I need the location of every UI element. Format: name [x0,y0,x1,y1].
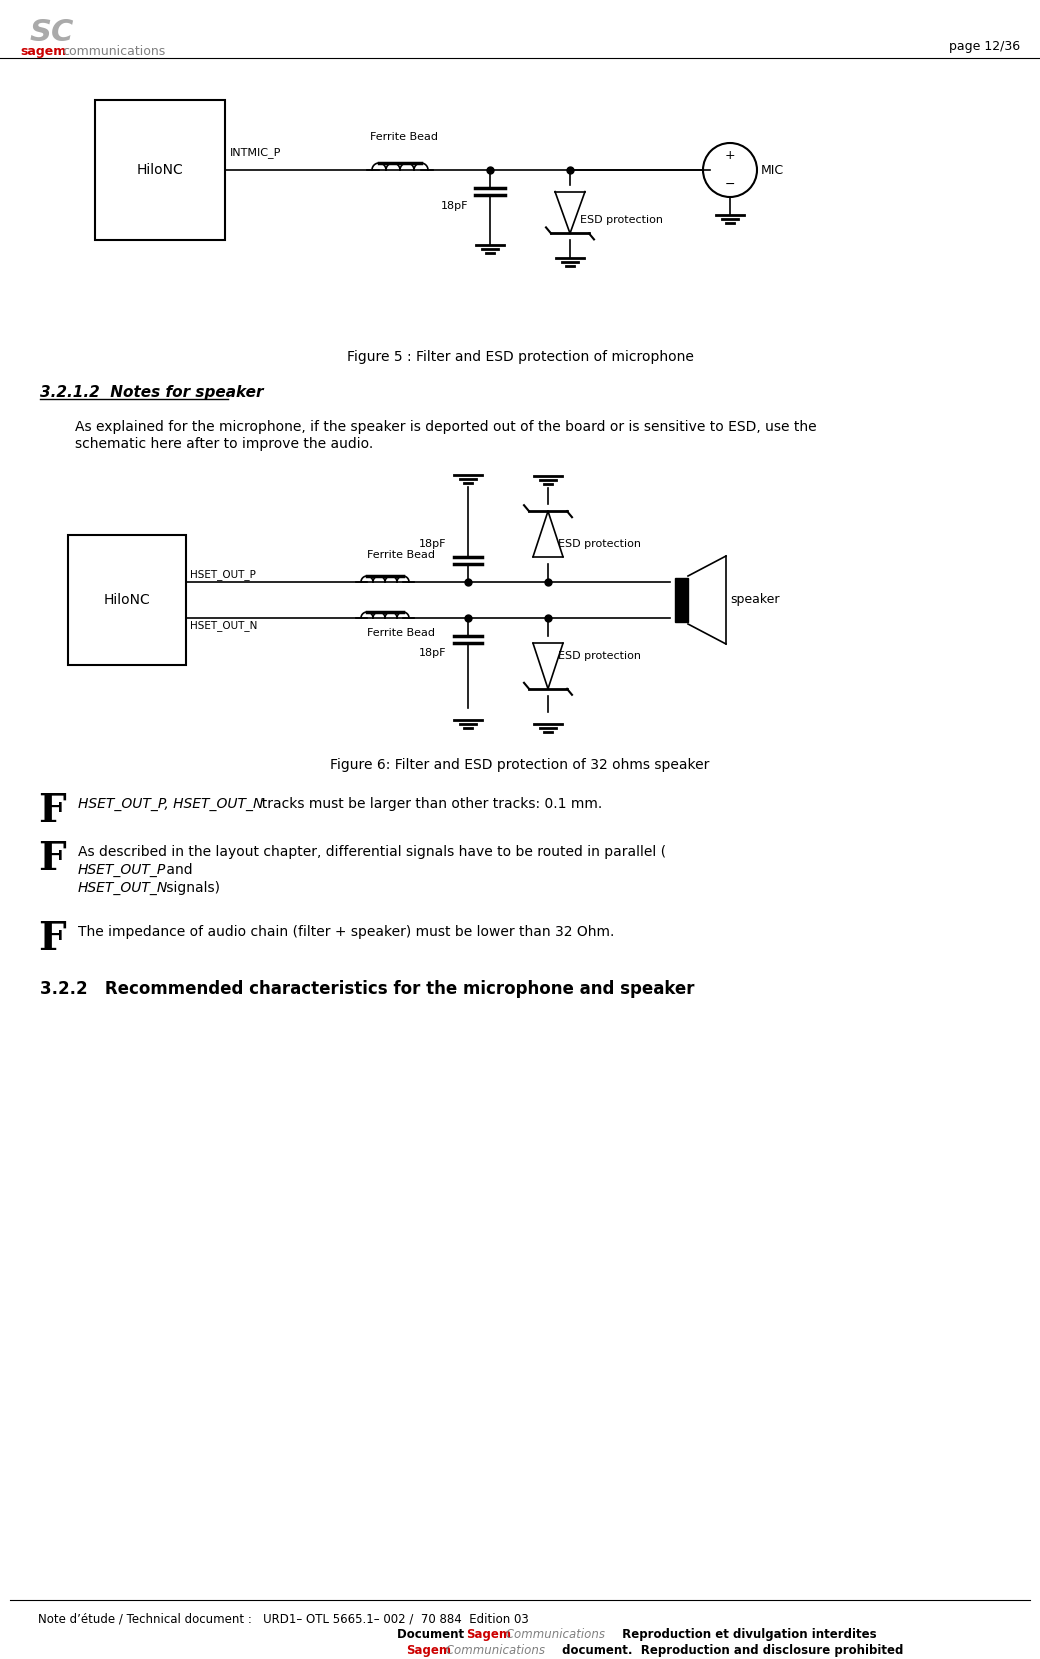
Text: tracks must be larger than other tracks: 0.1 mm.: tracks must be larger than other tracks:… [253,796,602,811]
Text: page 12/36: page 12/36 [948,40,1020,53]
Text: HSET_OUT_P: HSET_OUT_P [78,863,166,878]
Text: ESD protection: ESD protection [558,650,641,660]
Text: HiloNC: HiloNC [104,592,151,607]
Text: 3.2.1.2  Notes for speaker: 3.2.1.2 Notes for speaker [40,385,263,400]
Text: Communications: Communications [502,1627,605,1641]
Text: Document: Document [397,1627,468,1641]
Text: −: − [725,178,735,191]
FancyBboxPatch shape [68,534,186,665]
Text: The impedance of audio chain (filter + speaker) must be lower than 32 Ohm.: The impedance of audio chain (filter + s… [78,926,615,939]
Text: schematic here after to improve the audio.: schematic here after to improve the audi… [75,436,373,451]
Text: As explained for the microphone, if the speaker is deported out of the board or : As explained for the microphone, if the … [75,420,816,435]
Text: signals): signals) [162,881,220,894]
Text: HiloNC: HiloNC [136,163,183,178]
Text: F: F [38,839,66,878]
Text: F: F [38,791,66,830]
Text: Communications: Communications [442,1644,545,1657]
Text: SC: SC [30,18,74,46]
Text: Figure 5 : Filter and ESD protection of microphone: Figure 5 : Filter and ESD protection of … [346,350,694,363]
Text: Ferrite Bead: Ferrite Bead [367,629,435,639]
Text: INTMIC_P: INTMIC_P [230,148,282,158]
Text: Sagem: Sagem [466,1627,511,1641]
Text: HSET_OUT_P, HSET_OUT_N: HSET_OUT_P, HSET_OUT_N [78,796,263,811]
FancyBboxPatch shape [95,100,225,241]
Text: Ferrite Bead: Ferrite Bead [367,551,435,561]
Text: ESD protection: ESD protection [580,216,664,226]
FancyBboxPatch shape [675,577,688,622]
Text: Reproduction et divulgation interdites: Reproduction et divulgation interdites [618,1627,877,1641]
Text: 18pF: 18pF [418,539,446,549]
Text: As described in the layout chapter, differential signals have to be routed in pa: As described in the layout chapter, diff… [78,844,667,859]
Text: 18pF: 18pF [418,649,446,659]
Text: and: and [162,863,192,878]
Text: Ferrite Bead: Ferrite Bead [370,133,438,143]
Text: HSET_OUT_N: HSET_OUT_N [190,620,257,630]
Text: HSET_OUT_P: HSET_OUT_P [190,569,256,581]
Text: Figure 6: Filter and ESD protection of 32 ohms speaker: Figure 6: Filter and ESD protection of 3… [331,758,709,771]
Text: F: F [38,921,66,957]
Text: document.  Reproduction and disclosure prohibited: document. Reproduction and disclosure pr… [558,1644,904,1657]
Text: 3.2.2   Recommended characteristics for the microphone and speaker: 3.2.2 Recommended characteristics for th… [40,980,695,999]
Text: +: + [725,149,735,163]
Text: communications: communications [62,45,165,58]
Text: sagem: sagem [20,45,67,58]
Text: 18pF: 18pF [441,201,468,211]
Text: Sagem: Sagem [406,1644,451,1657]
Text: ESD protection: ESD protection [558,539,641,549]
Text: Note d’étude / Technical document :   URD1– OTL 5665.1– 002 /  70 884  Edition 0: Note d’étude / Technical document : URD1… [38,1613,528,1626]
Text: speaker: speaker [730,594,780,607]
Text: HSET_OUT_N: HSET_OUT_N [78,881,168,894]
Text: MIC: MIC [761,164,784,176]
